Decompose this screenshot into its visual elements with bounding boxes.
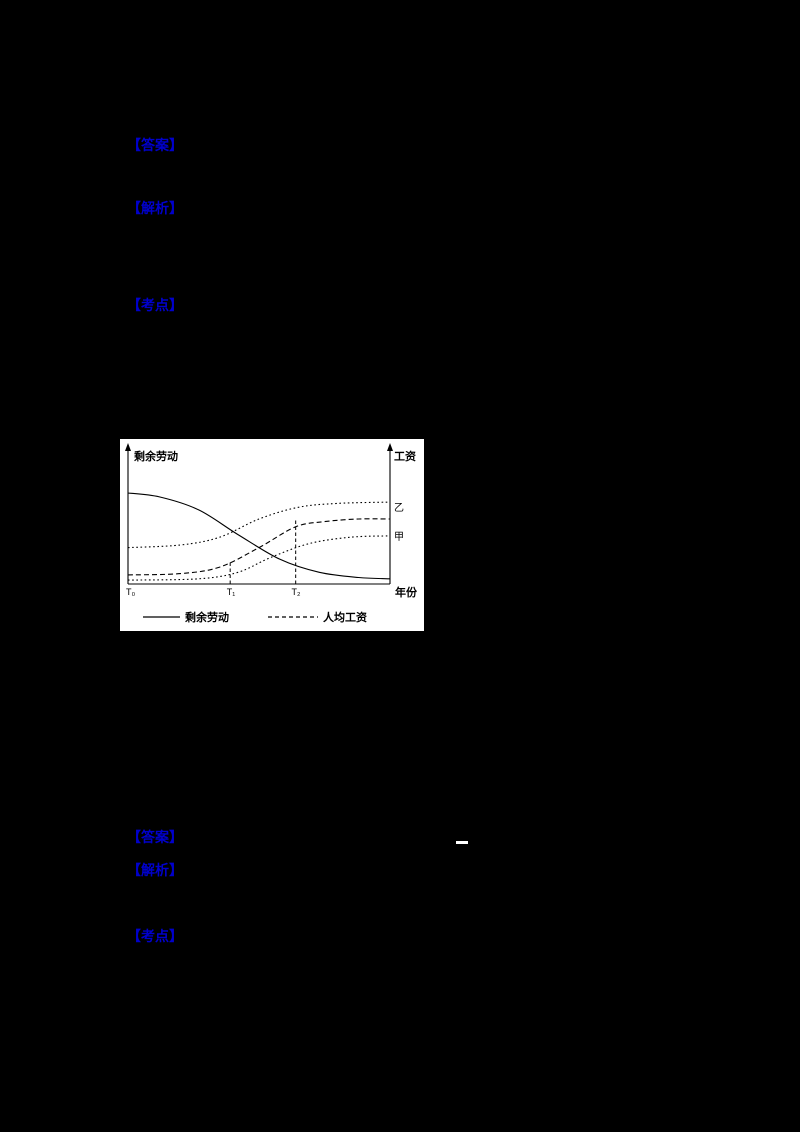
curves-group	[127, 492, 391, 581]
curve-label-jia: 甲	[394, 532, 404, 543]
curve-avg-wage	[127, 518, 391, 576]
answer-marker-q2: 【答案】	[127, 829, 183, 845]
y-axis-right-arrow-icon	[387, 443, 393, 451]
surplus-labor-wage-chart: 剩余劳动 工资 T₀ T₁ T₂ 年份 乙 甲 剩余劳动 人均工资	[125, 443, 418, 624]
keypoints-marker-q2: 【考点】	[127, 928, 183, 944]
right-axis-label: 工资	[394, 449, 416, 463]
x-tick-t1: T₁	[227, 587, 236, 597]
answer-marker-q1: 【答案】	[127, 137, 183, 153]
analysis-marker-q1: 【解析】	[127, 200, 183, 216]
legend-label-avg-wage: 人均工资	[323, 610, 367, 624]
white-dash-mark	[456, 841, 468, 844]
keypoints-marker-q1: 【考点】	[127, 297, 183, 313]
analysis-marker-q2: 【解析】	[127, 862, 183, 878]
chart-figure: 剩余劳动 工资 T₀ T₁ T₂ 年份 乙 甲 剩余劳动 人均工资	[120, 439, 424, 631]
guide-lines-group	[229, 520, 297, 584]
legend-label-surplus-labor: 剩余劳动	[185, 610, 229, 624]
curve-label-yi: 乙	[394, 502, 404, 514]
left-axis-label: 剩余劳动	[134, 449, 178, 463]
curve-wage-jia	[127, 535, 391, 581]
curve-wage-yi	[127, 501, 391, 549]
x-axis-label: 年份	[395, 585, 418, 599]
curve-surplus-labor	[127, 492, 391, 580]
x-tick-t2: T₂	[292, 587, 301, 597]
y-axis-left-arrow-icon	[125, 443, 131, 451]
x-tick-t0: T₀	[126, 587, 135, 597]
